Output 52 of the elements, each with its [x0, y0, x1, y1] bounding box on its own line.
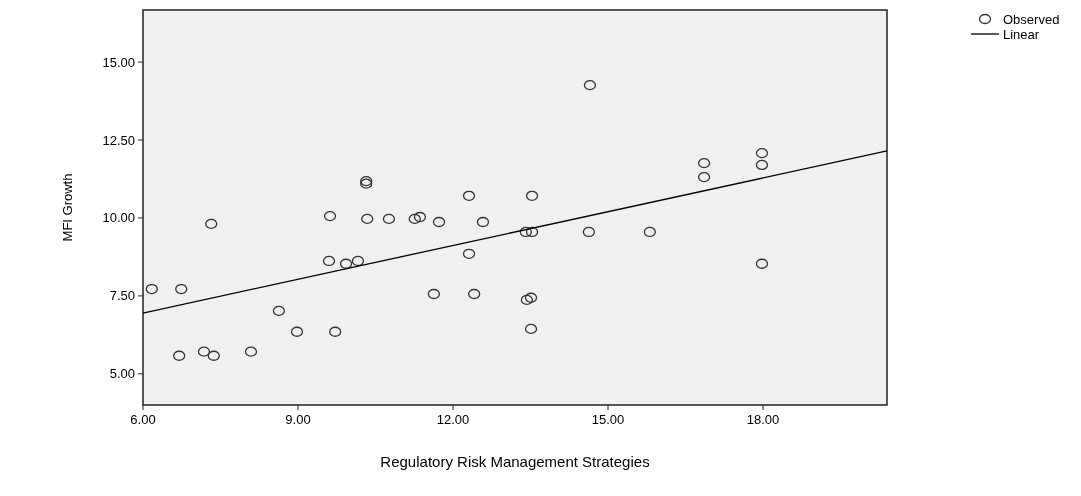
- point: [244, 346, 258, 357]
- y-tick-label: 12.50: [102, 132, 135, 148]
- point: [524, 292, 538, 303]
- point: [175, 283, 188, 295]
- x-tick-label: 9.00: [285, 412, 311, 427]
- point: [329, 326, 342, 337]
- point: [462, 248, 476, 259]
- point: [351, 255, 365, 267]
- point: [582, 226, 596, 238]
- y-axis-title: MFI Growth: [60, 173, 75, 242]
- point: [207, 350, 220, 361]
- point: [524, 323, 538, 335]
- x-tick-label: 6.00: [130, 412, 156, 427]
- y-tick-label: 10.00: [102, 210, 135, 226]
- x-tick-label: 15.00: [591, 412, 625, 427]
- point: [583, 79, 597, 91]
- point: [755, 147, 769, 159]
- point: [643, 226, 656, 238]
- point: [272, 305, 286, 316]
- y-tick-label: 15.00: [102, 54, 135, 70]
- point: [462, 190, 476, 201]
- point: [427, 288, 441, 300]
- point: [382, 213, 396, 225]
- point: [525, 190, 539, 201]
- point: [205, 218, 218, 230]
- point: [197, 346, 211, 357]
- legend-label: Linear: [1003, 27, 1040, 42]
- point: [476, 216, 490, 228]
- point: [290, 326, 304, 337]
- x-axis-title: Regulatory Risk Management Strategies: [380, 453, 650, 470]
- point: [432, 216, 446, 228]
- point: [339, 258, 353, 269]
- point: [697, 171, 711, 183]
- point: [322, 255, 336, 267]
- x-tick-label: 12.00: [436, 412, 470, 427]
- point: [520, 294, 534, 306]
- point: [408, 213, 421, 225]
- point: [525, 226, 539, 238]
- y-tick-label: 7.50: [109, 288, 135, 304]
- point: [755, 258, 769, 269]
- y-tick-label: 5.00: [109, 366, 135, 382]
- legend-label: Observed: [1003, 12, 1060, 27]
- point: [361, 213, 374, 225]
- point: [323, 210, 337, 222]
- point: [468, 288, 481, 300]
- point: [697, 157, 711, 169]
- point: [755, 159, 769, 171]
- x-tick-label: 18.00: [746, 412, 780, 427]
- point: [519, 226, 532, 238]
- point: [145, 283, 158, 295]
- point: [173, 350, 186, 361]
- point: [413, 211, 427, 223]
